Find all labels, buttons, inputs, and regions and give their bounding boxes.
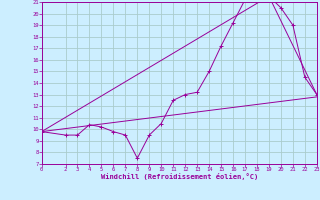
X-axis label: Windchill (Refroidissement éolien,°C): Windchill (Refroidissement éolien,°C): [100, 173, 258, 180]
